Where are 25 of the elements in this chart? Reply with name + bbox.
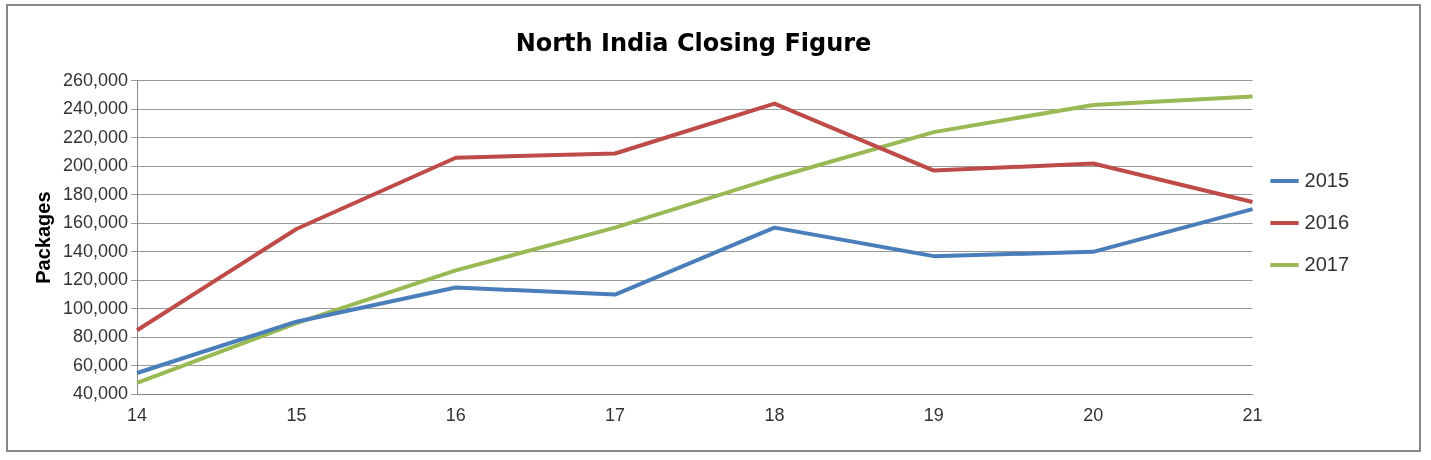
- y-tick-label: 160,000: [62, 212, 129, 233]
- y-tick-label: 200,000: [62, 155, 129, 176]
- legend-label: 2017: [1304, 252, 1350, 275]
- y-tick-label: 220,000: [62, 126, 129, 147]
- chart-title: North India Closing Figure: [515, 28, 872, 57]
- x-tick-label: 19: [923, 405, 944, 426]
- x-tick-label: 20: [1083, 405, 1104, 426]
- y-axis-title: Packages: [31, 191, 54, 284]
- x-tick-label: 14: [127, 405, 148, 426]
- y-tick-label: 60,000: [73, 354, 129, 375]
- y-tick-label: 80,000: [73, 326, 129, 347]
- legend-label: 2016: [1304, 210, 1350, 233]
- legend-label: 2015: [1304, 168, 1350, 191]
- y-tick-label: 260,000: [62, 69, 129, 90]
- y-tick-label: 180,000: [62, 183, 129, 204]
- y-tick-label: 240,000: [62, 98, 129, 119]
- y-tick-label: 120,000: [62, 269, 129, 290]
- x-tick-label: 18: [764, 405, 785, 426]
- x-tick-label: 16: [445, 405, 466, 426]
- y-tick-label: 100,000: [62, 297, 129, 318]
- y-tick-label: 40,000: [73, 383, 129, 404]
- y-tick-label: 140,000: [62, 240, 129, 261]
- x-tick-label: 21: [1242, 405, 1263, 426]
- x-tick-label: 17: [605, 405, 626, 426]
- x-tick-label: 15: [286, 405, 307, 426]
